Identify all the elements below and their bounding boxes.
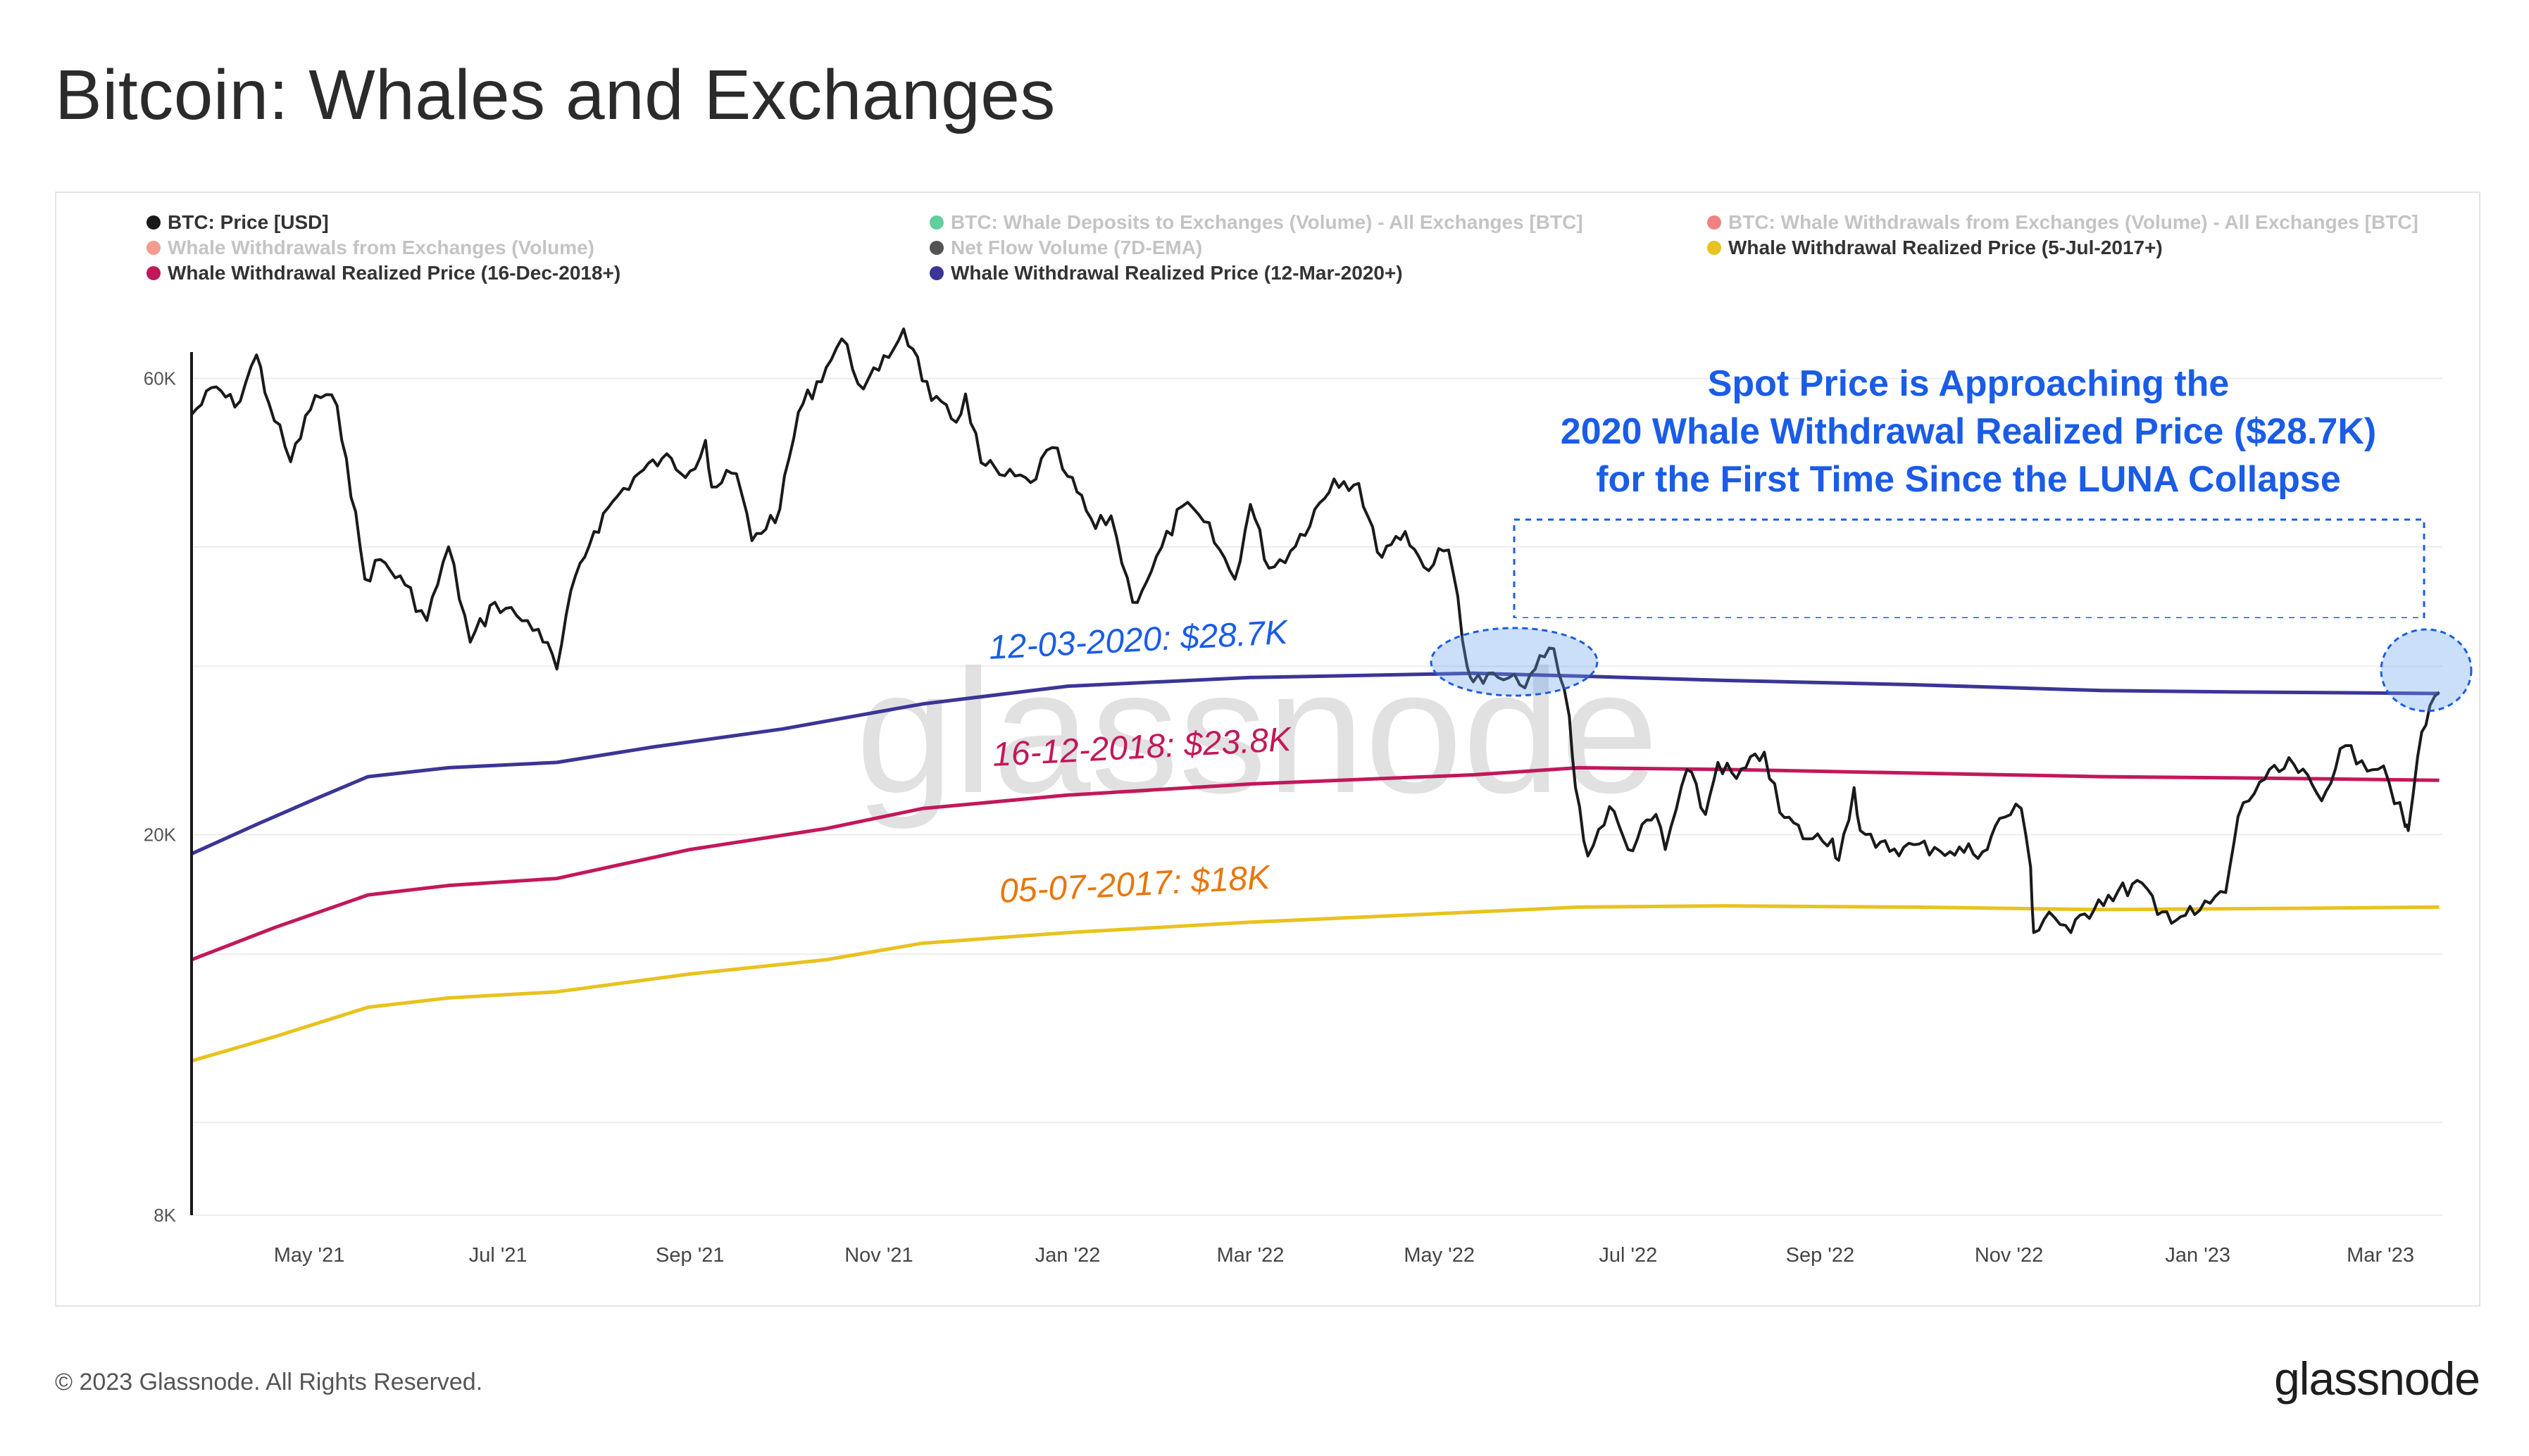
highlight-ellipse-may-2022 — [1430, 627, 1599, 697]
chart-frame — [55, 192, 2480, 1307]
axes: 8K 20K 60K May '21 Jul '21 Sep '21 Nov '21 Jan … — [144, 352, 2414, 1267]
page-title: Bitcoin: Whales and Exchanges — [55, 56, 1056, 134]
legend-label: Net Flow Volume (7D-EMA) — [951, 237, 1203, 258]
series-lines — [190, 327, 2440, 1063]
legend-dot-icon — [146, 241, 161, 255]
x-tick-label: Jan '23 — [2165, 1244, 2230, 1267]
btc-price-line — [190, 327, 2440, 934]
legend-item-realized-2020[interactable]: Whale Withdrawal Realized Price (12-Mar-… — [930, 262, 1403, 284]
legend-dot-icon — [146, 266, 161, 280]
x-tick-label: May '21 — [274, 1244, 345, 1267]
glassnode-logo[interactable]: glassnode — [2274, 1353, 2480, 1405]
annotation-bracket — [1513, 518, 2425, 620]
legend-dot-icon — [1707, 215, 1721, 230]
legend-label: BTC: Price [USD] — [168, 211, 329, 233]
legend-dot-icon — [930, 241, 944, 255]
x-tick-label: Mar '22 — [1217, 1244, 1285, 1267]
legend-label: Whale Withdrawal Realized Price (5-Jul-2… — [1728, 237, 2163, 258]
x-tick-label: Nov '22 — [1975, 1244, 2043, 1267]
headline-line-1: Spot Price is Approaching the — [1708, 363, 2230, 404]
copyright-text: © 2023 Glassnode. All Rights Reserved. — [55, 1369, 483, 1395]
y-tick-label: 20K — [144, 824, 177, 846]
x-tick-label: Sep '21 — [656, 1244, 724, 1267]
realized-price-2017-line — [191, 904, 2440, 1063]
legend-dot-icon — [930, 215, 944, 230]
highlight-ellipse-mar-2023 — [2380, 628, 2473, 713]
legend-label: BTC: Whale Withdrawals from Exchanges (V… — [1728, 211, 2418, 233]
legend-item-btc-price[interactable]: BTC: Price [USD] — [146, 211, 329, 234]
x-tick-label: Mar '23 — [2347, 1244, 2414, 1267]
y-tick-label: 8K — [154, 1205, 176, 1226]
realized-price-2020-line — [190, 671, 2440, 855]
x-tick-label: Jul '22 — [1599, 1244, 1657, 1267]
realized-price-2018-line — [191, 765, 2440, 962]
legend-label: BTC: Whale Deposits to Exchanges (Volume… — [951, 211, 1583, 233]
grid-lines — [192, 377, 2442, 1216]
x-tick-label: May '22 — [1404, 1244, 1475, 1267]
label-realized-2017: 05-07-2017: $18K — [999, 859, 1273, 910]
headline-line-2: 2020 Whale Withdrawal Realized Price ($2… — [1561, 411, 2376, 452]
watermark-text: glassnode — [856, 633, 1659, 829]
legend-label: Whale Withdrawals from Exchanges (Volume… — [168, 237, 595, 258]
y-tick-label: 60K — [144, 368, 177, 389]
legend-item-whale-withdrawals[interactable]: BTC: Whale Withdrawals from Exchanges (V… — [1707, 211, 2418, 234]
x-tick-label: Jan '22 — [1035, 1244, 1101, 1267]
headline-line-3: for the First Time Since the LUNA Collap… — [1596, 459, 2341, 500]
legend-dot-icon — [1707, 241, 1721, 255]
legend-dot-icon — [930, 266, 944, 280]
legend-item-whale-deposits[interactable]: BTC: Whale Deposits to Exchanges (Volume… — [930, 211, 1583, 234]
legend-label: Whale Withdrawal Realized Price (16-Dec-… — [168, 262, 621, 284]
legend-label: Whale Withdrawal Realized Price (12-Mar-… — [951, 262, 1403, 284]
x-tick-label: Jul '21 — [469, 1244, 527, 1267]
legend-item-withdrawals-volume[interactable]: Whale Withdrawals from Exchanges (Volume… — [146, 237, 594, 259]
legend-item-realized-2018[interactable]: Whale Withdrawal Realized Price (16-Dec-… — [146, 262, 620, 284]
x-tick-label: Nov '21 — [844, 1244, 913, 1267]
x-tick-label: Sep '22 — [1786, 1244, 1854, 1267]
chart-legend: BTC: Price [USD] BTC: Whale Deposits to … — [146, 211, 2471, 296]
legend-item-net-flow[interactable]: Net Flow Volume (7D-EMA) — [930, 237, 1202, 259]
legend-item-realized-2017[interactable]: Whale Withdrawal Realized Price (5-Jul-2… — [1707, 237, 2163, 259]
legend-dot-icon — [146, 215, 161, 230]
